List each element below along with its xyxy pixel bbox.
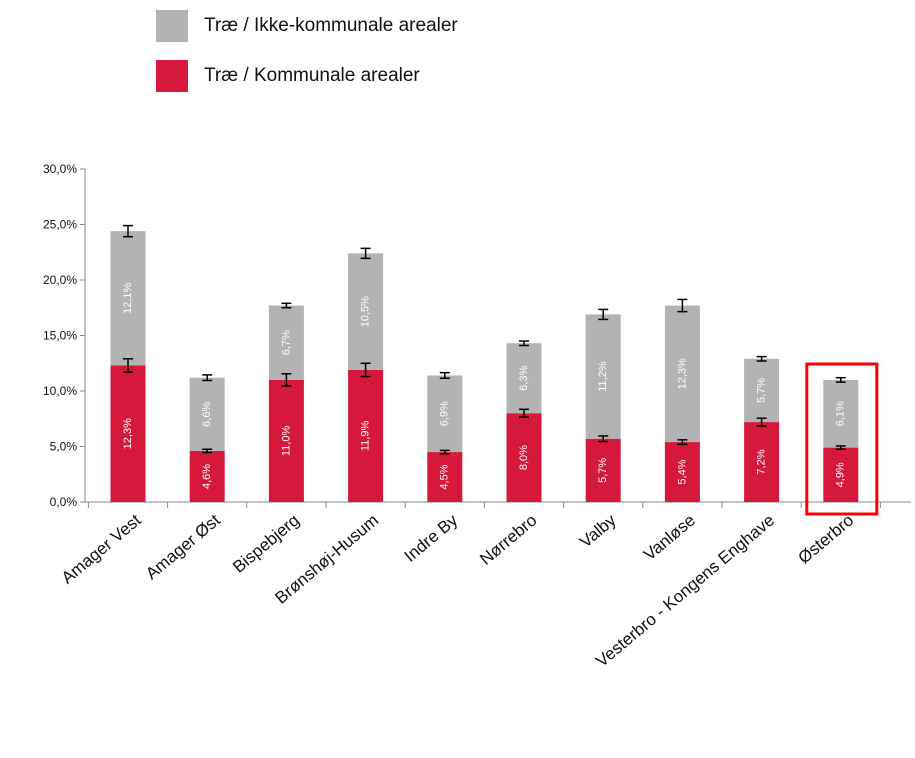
y-tick-label: 25,0% <box>43 218 77 232</box>
y-tick-label: 15,0% <box>43 329 77 343</box>
data-label-municipal: 5,7% <box>597 458 609 483</box>
bar-municipal <box>348 369 384 502</box>
x-tick-label: Valby <box>576 510 620 551</box>
legend-swatch-municipal <box>156 60 188 92</box>
data-label-non-municipal: 6,7% <box>280 330 292 355</box>
bar-municipal <box>664 442 700 502</box>
data-label-municipal: 8,0% <box>518 445 530 470</box>
data-label-non-municipal: 11,2% <box>597 361 609 392</box>
data-label-municipal: 4,9% <box>835 462 847 487</box>
legend-label-municipal: Træ / Kommunale arealer <box>204 65 420 86</box>
data-label-non-municipal: 6,3% <box>518 365 530 390</box>
legend-swatch-non-municipal <box>156 10 188 42</box>
bar-non-municipal <box>506 343 542 414</box>
data-label-non-municipal: 10,5% <box>360 296 372 327</box>
bar-non-municipal <box>585 314 621 439</box>
x-tick-label: Bispebjerg <box>229 511 303 577</box>
bar-municipal <box>189 450 225 502</box>
bar-non-municipal <box>268 305 304 380</box>
bar-municipal <box>110 365 146 502</box>
legend-item-municipal: Træ / Kommunale arealer <box>156 58 458 94</box>
bar-non-municipal <box>427 375 463 453</box>
data-label-non-municipal: 12,1% <box>122 283 134 314</box>
x-tick-label: Indre By <box>401 510 462 566</box>
x-tick-label: Amager Øst <box>142 510 224 583</box>
data-label-municipal: 5,4% <box>676 459 688 484</box>
data-label-municipal: 4,5% <box>439 464 451 489</box>
bar-municipal <box>427 452 463 502</box>
data-label-non-municipal: 12,3% <box>676 358 688 389</box>
bar-municipal <box>823 447 859 502</box>
bar-non-municipal <box>189 377 225 451</box>
x-tick-label: Amager Vest <box>58 510 145 587</box>
data-label-municipal: 7,2% <box>756 449 768 474</box>
bar-non-municipal <box>348 253 384 370</box>
legend-label-non-municipal: Træ / Ikke-kommunale arealer <box>204 15 458 36</box>
bar-non-municipal <box>744 358 780 423</box>
y-tick-label: 0,0% <box>50 495 78 509</box>
data-label-municipal: 11,0% <box>280 426 292 457</box>
bar-non-municipal <box>110 231 146 366</box>
legend: Træ / Ikke-kommunale arealer Træ / Kommu… <box>156 8 458 108</box>
x-tick-label: Østerbro <box>794 511 857 568</box>
bar-municipal <box>744 422 780 502</box>
y-tick-label: 20,0% <box>43 273 77 287</box>
data-label-municipal: 12,3% <box>122 418 134 449</box>
x-tick-label: Nørrebro <box>476 511 540 569</box>
y-tick-label: 30,0% <box>43 162 77 176</box>
bar-municipal <box>268 379 304 502</box>
data-label-municipal: 4,6% <box>201 464 213 489</box>
bar-non-municipal <box>823 379 859 448</box>
highlight-box <box>805 362 879 516</box>
data-label-non-municipal: 6,9% <box>439 401 451 426</box>
data-label-non-municipal: 5,7% <box>756 378 768 403</box>
legend-item-non-municipal: Træ / Ikke-kommunale arealer <box>156 8 458 44</box>
x-tick-label: Vanløse <box>640 511 699 565</box>
y-tick-label: 5,0% <box>50 440 78 454</box>
data-label-non-municipal: 6,6% <box>201 402 213 427</box>
data-label-municipal: 11,9% <box>360 421 372 452</box>
y-tick-label: 10,0% <box>43 384 77 398</box>
bar-municipal <box>585 438 621 502</box>
bar-municipal <box>506 413 542 502</box>
bar-non-municipal <box>664 305 700 443</box>
data-label-non-municipal: 6,1% <box>835 401 847 426</box>
